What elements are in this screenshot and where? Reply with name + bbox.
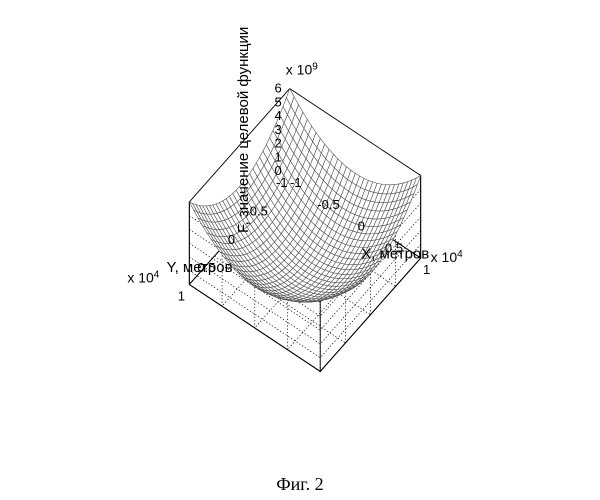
z-tick-label: 6	[275, 81, 282, 96]
x-tick-label: 0	[358, 219, 365, 234]
z-tick-label: 2	[275, 136, 282, 151]
y-tick-label: 0	[228, 232, 235, 247]
x-tick-label: -0.5	[317, 197, 339, 212]
x-tick-label: 1	[423, 262, 430, 277]
x-tick-label: -1	[290, 175, 302, 190]
plot-svg: 0123456-1-0.500.51-1-0.500.51x 109x 104x…	[0, 0, 600, 500]
x-exponent-label: x 104	[431, 249, 463, 266]
x-axis-label: X, метров	[361, 246, 429, 263]
y-axis-label: Y, метров	[167, 259, 233, 276]
y-tick-label: 1	[178, 288, 185, 303]
z-tick-label: 3	[275, 122, 282, 137]
z-tick-label: 1	[275, 149, 282, 164]
y-exponent-label: x 104	[127, 269, 159, 286]
z-tick-label: 5	[275, 94, 282, 109]
figure-container: 0123456-1-0.500.51-1-0.500.51x 109x 104x…	[0, 0, 600, 500]
z-axis-label: F, значение целевой функции	[235, 27, 252, 233]
figure-caption: Фиг. 2	[276, 474, 323, 494]
y-tick-label: -1	[276, 175, 288, 190]
z-tick-label: 4	[275, 108, 282, 123]
z-exponent-label: x 109	[286, 61, 318, 78]
